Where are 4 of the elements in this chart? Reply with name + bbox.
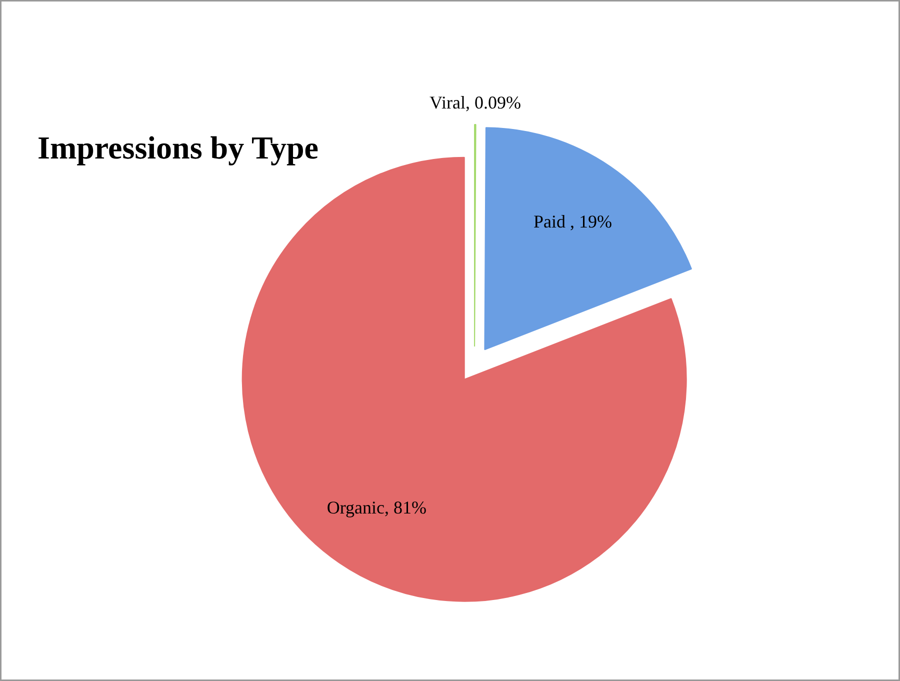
slice-label: Organic, 81% [326, 498, 427, 518]
text: Impressions by Type [38, 130, 318, 166]
slice-label: Viral, 0.09% [430, 92, 521, 112]
slice-label: Paid , 19% [533, 212, 612, 232]
